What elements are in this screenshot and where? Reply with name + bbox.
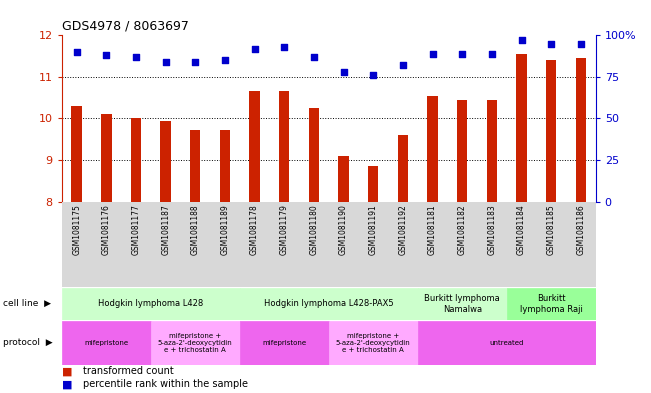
Bar [279,92,290,202]
Point [279,44,290,50]
FancyBboxPatch shape [240,288,418,320]
Text: mifepristone: mifepristone [262,340,307,346]
Bar [240,202,270,287]
Point [220,57,230,63]
Bar [487,100,497,202]
Text: cell line  ▶: cell line ▶ [3,299,51,308]
FancyBboxPatch shape [506,288,596,320]
Bar [180,202,210,287]
Bar [249,92,260,202]
Text: GSM1081184: GSM1081184 [517,204,526,255]
Bar [160,121,171,202]
Bar [62,202,92,287]
Point [516,37,527,44]
Bar [329,202,359,287]
Point [309,54,319,60]
Bar [220,130,230,202]
Text: GSM1081183: GSM1081183 [488,204,496,255]
Point [249,46,260,52]
Bar [359,202,388,287]
Bar [575,58,586,202]
Text: GSM1081186: GSM1081186 [576,204,585,255]
Point [427,51,437,57]
Text: GSM1081180: GSM1081180 [309,204,318,255]
Text: GSM1081177: GSM1081177 [132,204,141,255]
Text: transformed count: transformed count [83,366,174,376]
Bar [388,202,418,287]
Text: GSM1081188: GSM1081188 [191,204,200,255]
Point [131,54,141,60]
Point [487,51,497,57]
FancyBboxPatch shape [418,288,506,320]
Text: GSM1081191: GSM1081191 [368,204,378,255]
Bar [368,166,378,202]
Text: untreated: untreated [490,340,524,346]
FancyBboxPatch shape [151,321,240,365]
FancyBboxPatch shape [240,321,329,365]
FancyBboxPatch shape [329,321,418,365]
Bar [447,202,477,287]
Bar [536,202,566,287]
Text: GSM1081182: GSM1081182 [458,204,467,255]
Bar [477,202,506,287]
Point [160,59,171,65]
Bar [398,135,408,202]
Bar [516,54,527,202]
Text: GSM1081189: GSM1081189 [221,204,229,255]
Text: GSM1081176: GSM1081176 [102,204,111,255]
Bar [72,106,82,202]
Bar [131,118,141,202]
Text: GSM1081190: GSM1081190 [339,204,348,255]
Bar [121,202,151,287]
Bar [309,108,319,202]
Bar [210,202,240,287]
FancyBboxPatch shape [62,321,151,365]
Text: mifepristone: mifepristone [84,340,128,346]
Point [339,69,349,75]
Text: GSM1081185: GSM1081185 [547,204,556,255]
FancyBboxPatch shape [418,321,596,365]
Point [575,40,586,47]
Text: Burkitt lymphoma
Namalwa: Burkitt lymphoma Namalwa [424,294,500,314]
Text: mifepristone +
5-aza-2'-deoxycytidin
e + trichostatin A: mifepristone + 5-aza-2'-deoxycytidin e +… [336,333,411,353]
Point [190,59,201,65]
Text: GDS4978 / 8063697: GDS4978 / 8063697 [62,20,189,33]
Text: GSM1081187: GSM1081187 [161,204,170,255]
Text: GSM1081179: GSM1081179 [280,204,289,255]
Bar [339,156,349,202]
Text: GSM1081175: GSM1081175 [72,204,81,255]
Bar [270,202,299,287]
Point [72,49,82,55]
Bar [427,95,437,202]
Text: ■: ■ [62,379,72,389]
Bar [418,202,447,287]
Text: GSM1081178: GSM1081178 [250,204,259,255]
Text: GSM1081192: GSM1081192 [398,204,408,255]
Point [368,72,378,78]
Bar [566,202,596,287]
Text: GSM1081181: GSM1081181 [428,204,437,255]
Bar [546,60,557,202]
Bar [101,114,111,202]
FancyBboxPatch shape [62,288,240,320]
Text: ■: ■ [62,366,72,376]
Point [398,62,408,68]
Text: Hodgkin lymphoma L428-PAX5: Hodgkin lymphoma L428-PAX5 [264,299,394,308]
Point [546,40,557,47]
Bar [506,202,536,287]
Bar [151,202,180,287]
Text: percentile rank within the sample: percentile rank within the sample [83,379,248,389]
Text: Hodgkin lymphoma L428: Hodgkin lymphoma L428 [98,299,204,308]
Point [101,52,111,59]
Bar [299,202,329,287]
Text: protocol  ▶: protocol ▶ [3,338,53,347]
Text: Burkitt
lymphoma Raji: Burkitt lymphoma Raji [519,294,583,314]
Bar [92,202,121,287]
Bar [190,130,201,202]
Text: mifepristone +
5-aza-2'-deoxycytidin
e + trichostatin A: mifepristone + 5-aza-2'-deoxycytidin e +… [158,333,232,353]
Bar [457,100,467,202]
Point [457,51,467,57]
